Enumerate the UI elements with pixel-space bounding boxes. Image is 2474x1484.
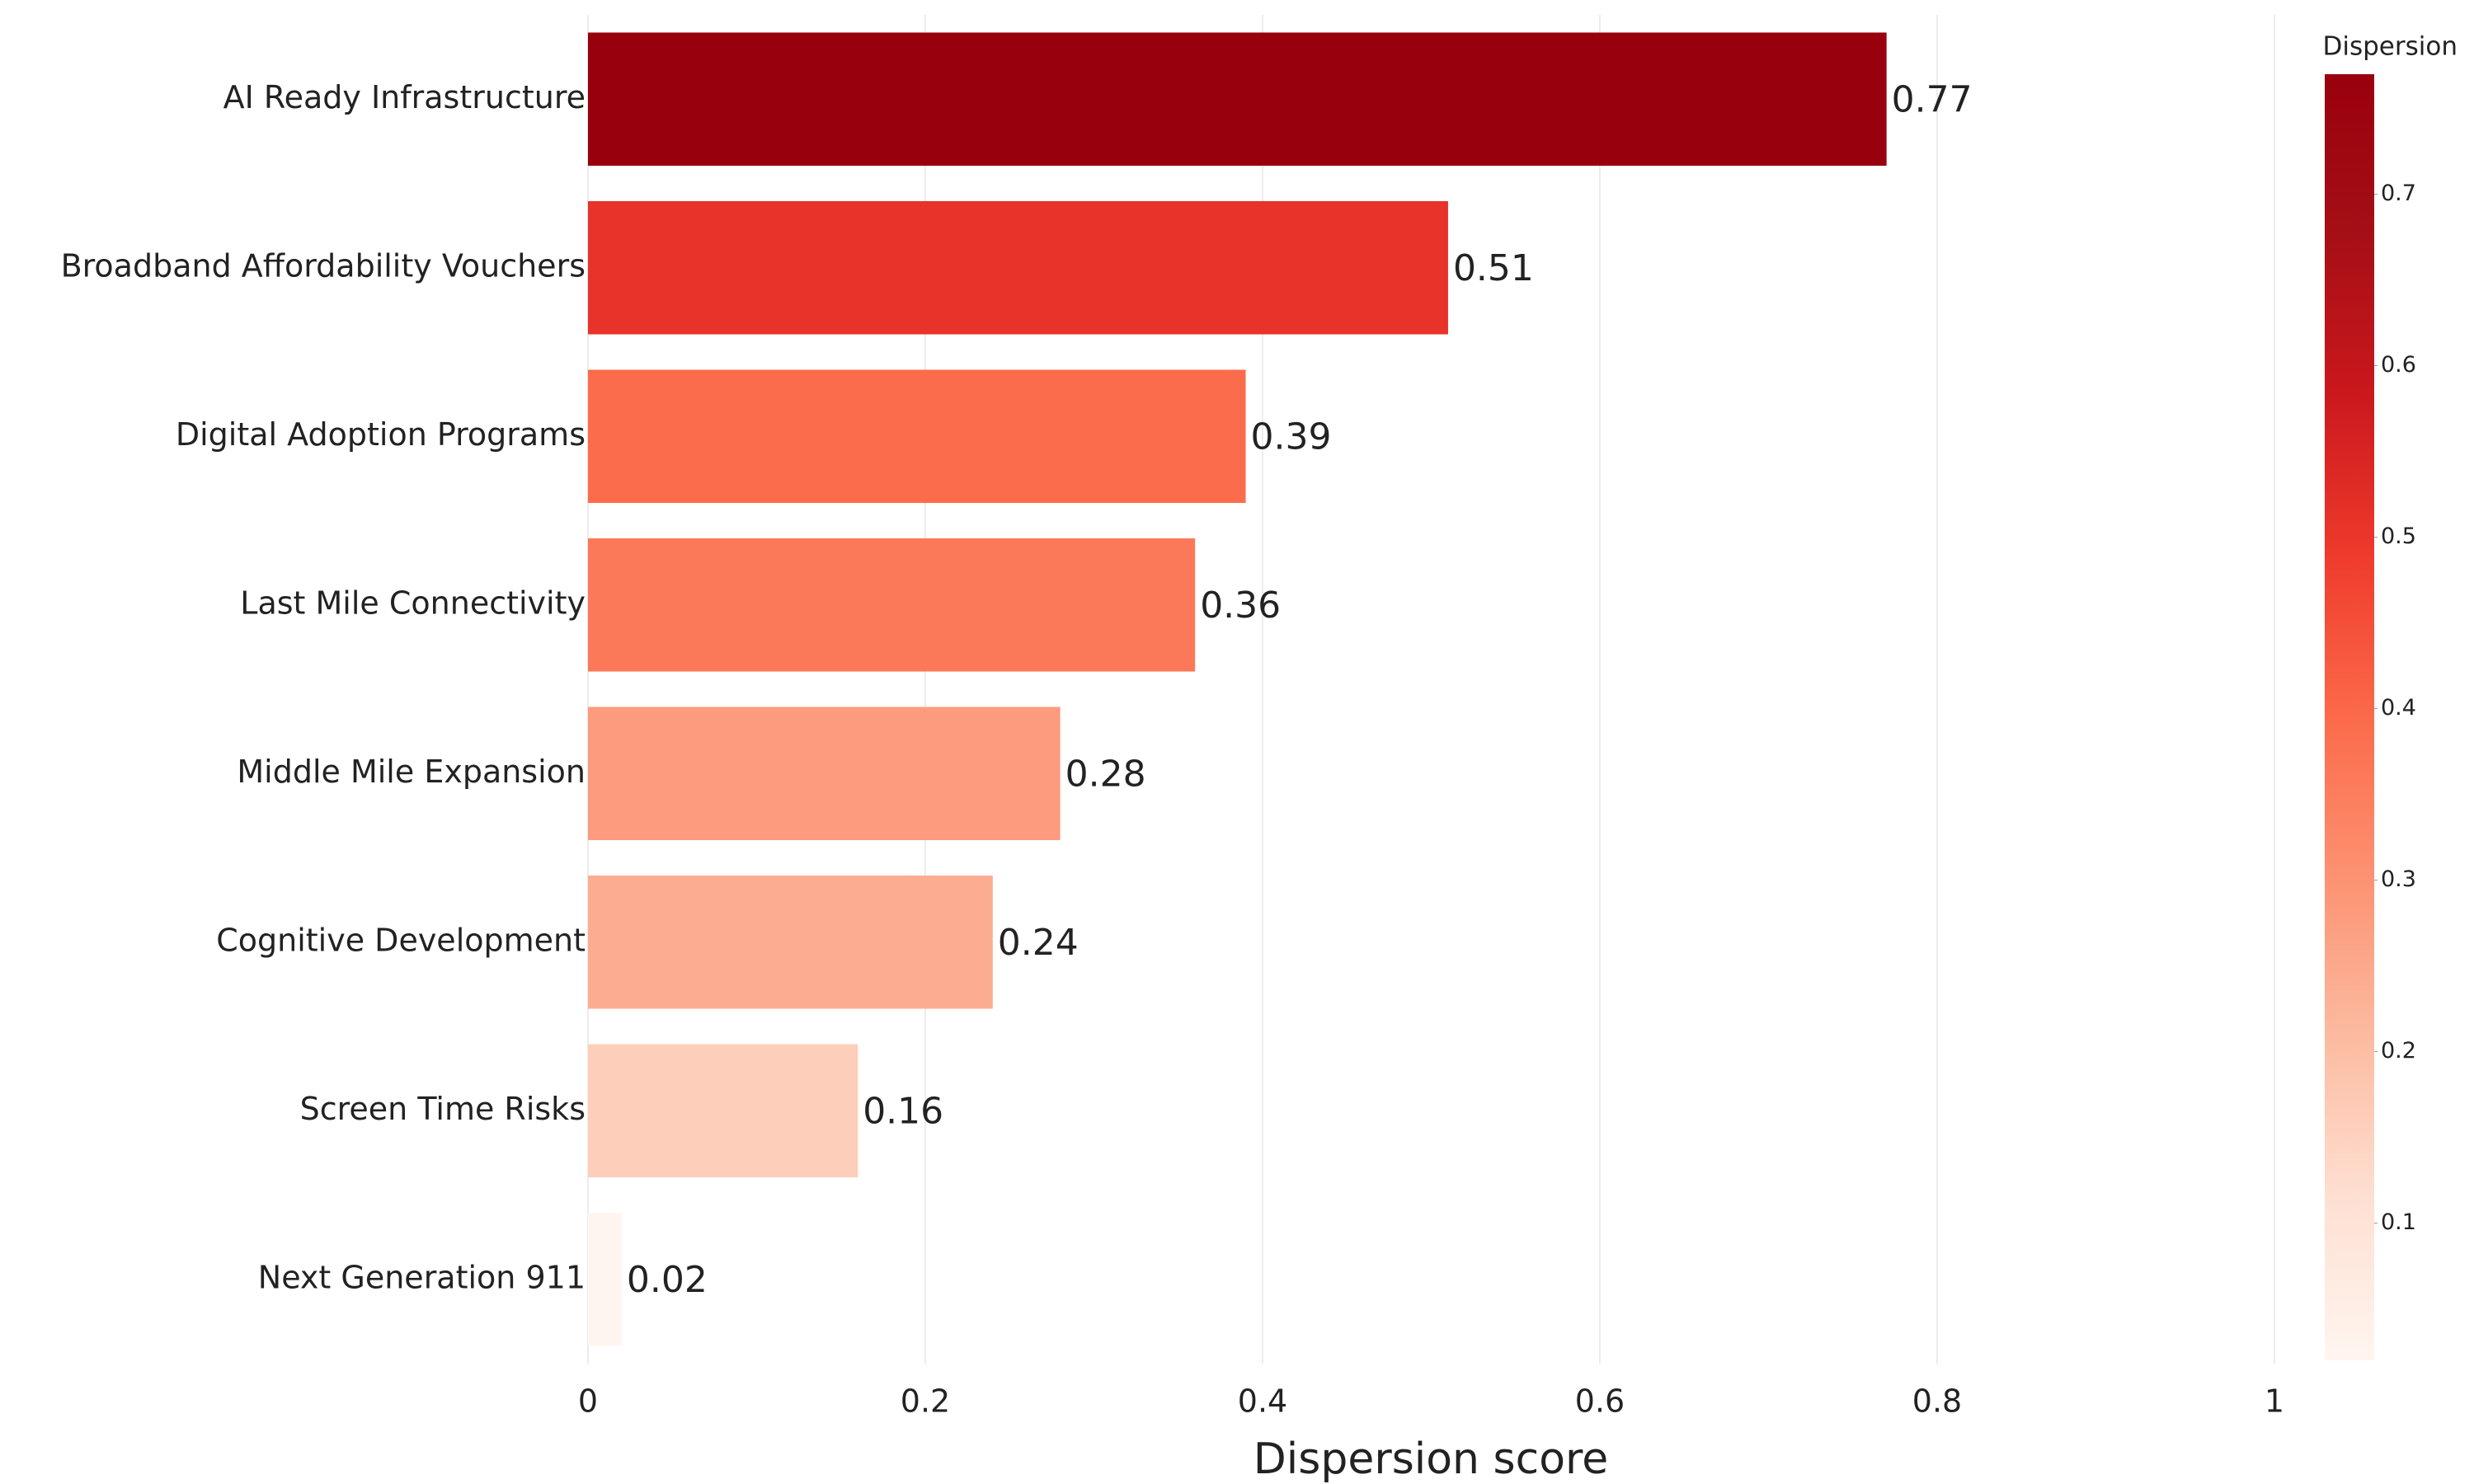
x-tick-label: 1 (2265, 1383, 2284, 1420)
colorbar-tick-label: 0.1 (2381, 1209, 2416, 1235)
category-label: Cognitive Development (216, 922, 586, 958)
colorbar-tick-label: 0.7 (2381, 181, 2416, 206)
bar (588, 1044, 858, 1178)
value-label: 0.02 (627, 1259, 708, 1301)
value-label: 0.51 (1453, 247, 1534, 289)
value-label: 0.77 (1892, 78, 1973, 120)
value-label: 0.39 (1251, 416, 1332, 458)
category-label: Last Mile Connectivity (240, 585, 586, 621)
colorbar (2325, 74, 2374, 1360)
category-label: Next Generation 911 (258, 1259, 586, 1295)
colorbar-tick-label: 0.6 (2381, 352, 2416, 378)
bar (588, 200, 1448, 335)
category-label: Screen Time Risks (300, 1091, 586, 1127)
colorbar-tick-label: 0.2 (2381, 1038, 2416, 1064)
colorbar-tick-label: 0.5 (2381, 524, 2416, 549)
x-axis-title: Dispersion score (1253, 1435, 1609, 1484)
x-tick-label: 0 (578, 1383, 598, 1420)
bar (588, 875, 993, 1009)
bar (588, 32, 1887, 167)
colorbar-tick-label: 0.3 (2381, 866, 2416, 892)
x-tick-label: 0.2 (901, 1383, 950, 1420)
category-label: Digital Adoption Programs (176, 416, 586, 453)
bar (588, 538, 1196, 672)
bar (588, 707, 1061, 841)
x-tick-label: 0.6 (1575, 1383, 1625, 1420)
colorbar-title: Dispersion (2322, 32, 2458, 62)
colorbar-tick-label: 0.4 (2381, 695, 2416, 721)
x-tick-label: 0.8 (1912, 1383, 1962, 1420)
value-label: 0.28 (1065, 753, 1146, 795)
category-label: AI Ready Infrastructure (223, 79, 586, 115)
value-label: 0.16 (863, 1090, 943, 1132)
x-tick-label: 0.4 (1238, 1383, 1287, 1420)
value-label: 0.36 (1200, 585, 1281, 627)
bar (588, 369, 1246, 504)
category-label: Middle Mile Expansion (237, 754, 586, 790)
category-label: Broadband Affordability Vouchers (61, 247, 586, 284)
bar (588, 1212, 622, 1346)
value-label: 0.24 (998, 922, 1079, 964)
